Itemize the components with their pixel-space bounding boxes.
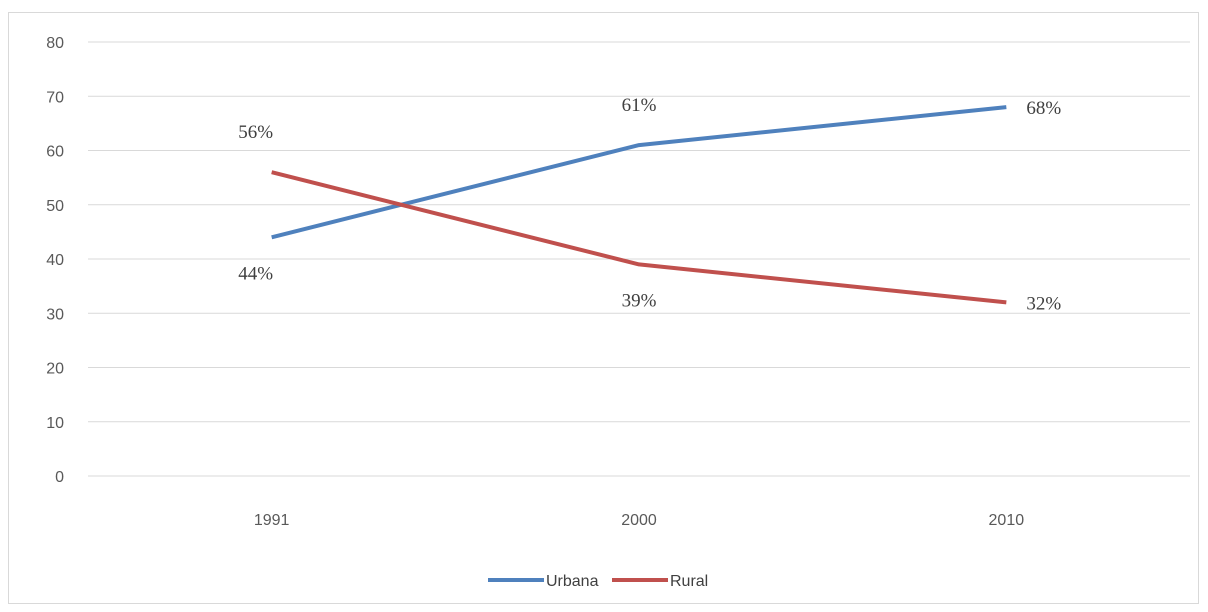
y-axis-tick-labels: 0 10 20 30 40 50 60 70 80 (46, 35, 64, 486)
legend: Urbana Rural (488, 573, 708, 590)
y-tick-label: 50 (46, 198, 64, 215)
y-tick-label: 40 (46, 252, 64, 269)
gridlines (88, 41, 1190, 477)
data-label-urbana: 68% (1026, 98, 1061, 119)
data-label-rural: 39% (622, 290, 657, 311)
data-label-rural: 32% (1026, 293, 1061, 314)
data-label-rural: 56% (238, 122, 273, 143)
y-tick-label: 0 (55, 469, 64, 486)
series-line-urbana (271, 105, 1007, 240)
y-tick-label: 10 (46, 415, 64, 432)
y-tick-label: 30 (46, 306, 64, 323)
y-tick-label: 20 (46, 361, 64, 378)
chart-frame (8, 12, 1199, 604)
x-tick-label: 2010 (989, 512, 1025, 529)
x-tick-label: 1991 (254, 512, 290, 529)
data-label-urbana: 44% (238, 263, 273, 284)
data-label-urbana: 61% (622, 95, 657, 116)
y-tick-label: 80 (46, 35, 64, 52)
y-tick-label: 70 (46, 89, 64, 106)
series-lines (271, 105, 1007, 305)
x-tick-label: 2000 (621, 512, 657, 529)
data-labels: 44% 61% 68% 56% 39% 32% (238, 95, 1061, 314)
series-line-rural (271, 170, 1007, 305)
legend-label-rural: Rural (670, 573, 708, 590)
x-axis-tick-labels: 1991 2000 2010 (254, 512, 1024, 529)
y-tick-label: 60 (46, 144, 64, 161)
legend-label-urbana: Urbana (546, 573, 599, 590)
